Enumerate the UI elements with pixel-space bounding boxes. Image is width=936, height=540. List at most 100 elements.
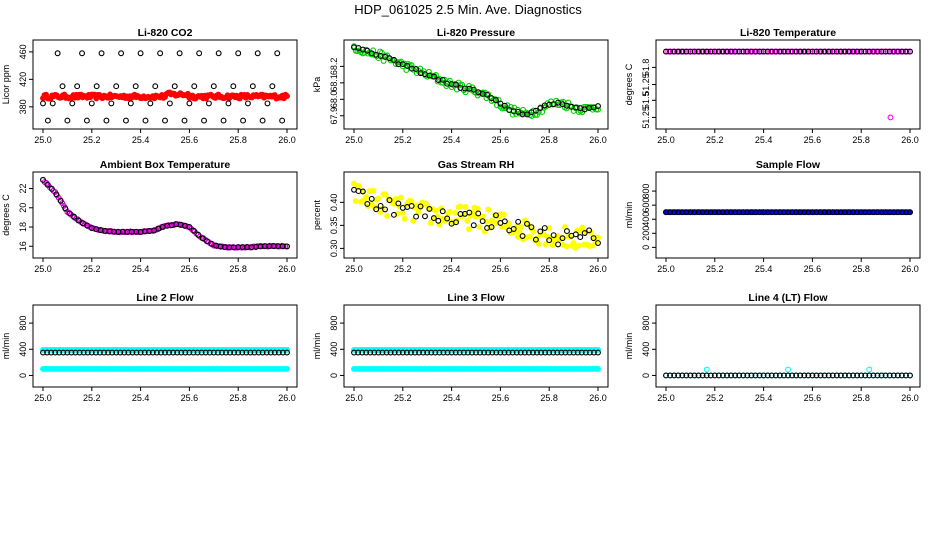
data-point — [275, 349, 282, 356]
data-point — [398, 194, 405, 201]
x-tick-label: 26.0 — [589, 135, 607, 145]
data-point — [493, 349, 500, 356]
data-point — [390, 56, 397, 63]
y-tick-label: 400 — [641, 212, 651, 227]
data-point — [210, 83, 217, 90]
y-axis-label: ml/min — [312, 333, 322, 360]
data-point — [886, 372, 893, 379]
x-tick-label: 25.0 — [345, 393, 363, 403]
data-point — [550, 232, 557, 239]
data-point — [695, 209, 702, 216]
x-tick-label: 26.0 — [278, 264, 296, 274]
data-point — [837, 372, 844, 379]
data-point — [728, 209, 735, 216]
data-point — [493, 212, 499, 219]
series-ave — [663, 372, 913, 379]
data-point — [772, 209, 779, 216]
series-ave — [351, 44, 601, 118]
data-point — [756, 48, 763, 55]
data-point — [515, 108, 522, 115]
data-point — [675, 48, 682, 55]
data-point — [780, 372, 787, 379]
data-point — [850, 209, 857, 216]
data-point — [247, 349, 254, 356]
data-point — [435, 217, 442, 224]
data-point — [191, 228, 198, 235]
data-point — [459, 81, 466, 88]
data-point — [550, 349, 557, 356]
series-raw — [663, 48, 913, 121]
data-point — [537, 228, 544, 235]
data-point — [88, 100, 95, 107]
x-tick-label: 26.0 — [901, 135, 919, 145]
data-point — [760, 209, 767, 216]
data-point — [137, 349, 144, 356]
data-point — [267, 349, 274, 356]
data-point — [586, 349, 593, 356]
data-point — [833, 209, 840, 216]
data-point — [404, 62, 411, 69]
data-point — [542, 349, 549, 356]
data-point — [577, 234, 584, 241]
data-point — [854, 209, 861, 216]
data-point — [178, 349, 185, 356]
data-point — [862, 48, 869, 55]
plot-frame — [655, 171, 921, 259]
data-point — [825, 372, 832, 379]
data-point — [493, 97, 499, 104]
data-point — [894, 372, 901, 379]
data-point — [147, 100, 154, 107]
data-point — [515, 218, 522, 225]
data-point — [703, 48, 710, 55]
data-point — [364, 47, 371, 54]
data-point — [890, 48, 897, 55]
data-point — [413, 213, 420, 220]
data-point — [49, 100, 56, 107]
data-point — [898, 372, 905, 379]
data-point — [809, 48, 816, 55]
data-point — [141, 349, 148, 356]
data-point — [410, 217, 417, 224]
data-point — [581, 230, 588, 237]
data-point — [821, 209, 828, 216]
panel-title: Li-820 Pressure — [437, 27, 515, 39]
data-point — [251, 349, 258, 356]
data-point — [198, 349, 205, 356]
data-point — [453, 219, 459, 226]
data-point — [231, 349, 238, 356]
data-point — [174, 349, 181, 356]
data-point — [57, 198, 64, 204]
y-tick-label: 800 — [329, 316, 339, 331]
data-point — [363, 349, 370, 356]
data-point — [60, 349, 67, 356]
x-tick-label: 25.0 — [657, 135, 675, 145]
x-tick-label: 26.0 — [901, 393, 919, 403]
data-point — [574, 349, 581, 356]
data-point — [395, 200, 402, 207]
data-point — [740, 48, 747, 55]
data-point — [384, 213, 391, 219]
data-point — [590, 349, 597, 356]
x-tick-label: 25.4 — [443, 393, 461, 403]
data-point — [586, 227, 593, 234]
data-point — [534, 349, 540, 356]
data-point — [699, 48, 706, 55]
data-point — [440, 349, 447, 356]
x-tick-label: 25.6 — [181, 264, 199, 274]
y-tick-label: 67.9 — [329, 107, 339, 125]
spike-point — [785, 366, 791, 373]
data-point — [133, 349, 140, 356]
data-point — [825, 48, 832, 55]
data-point — [363, 194, 370, 200]
data-point — [271, 349, 278, 356]
data-point — [497, 349, 504, 356]
data-point — [538, 349, 545, 356]
data-point — [691, 372, 698, 379]
data-point — [809, 372, 816, 379]
y-tick-label: 400 — [18, 342, 28, 357]
series-raw — [351, 180, 601, 251]
data-point — [514, 233, 521, 240]
data-point — [728, 48, 735, 55]
x-tick-label: 25.8 — [229, 393, 247, 403]
